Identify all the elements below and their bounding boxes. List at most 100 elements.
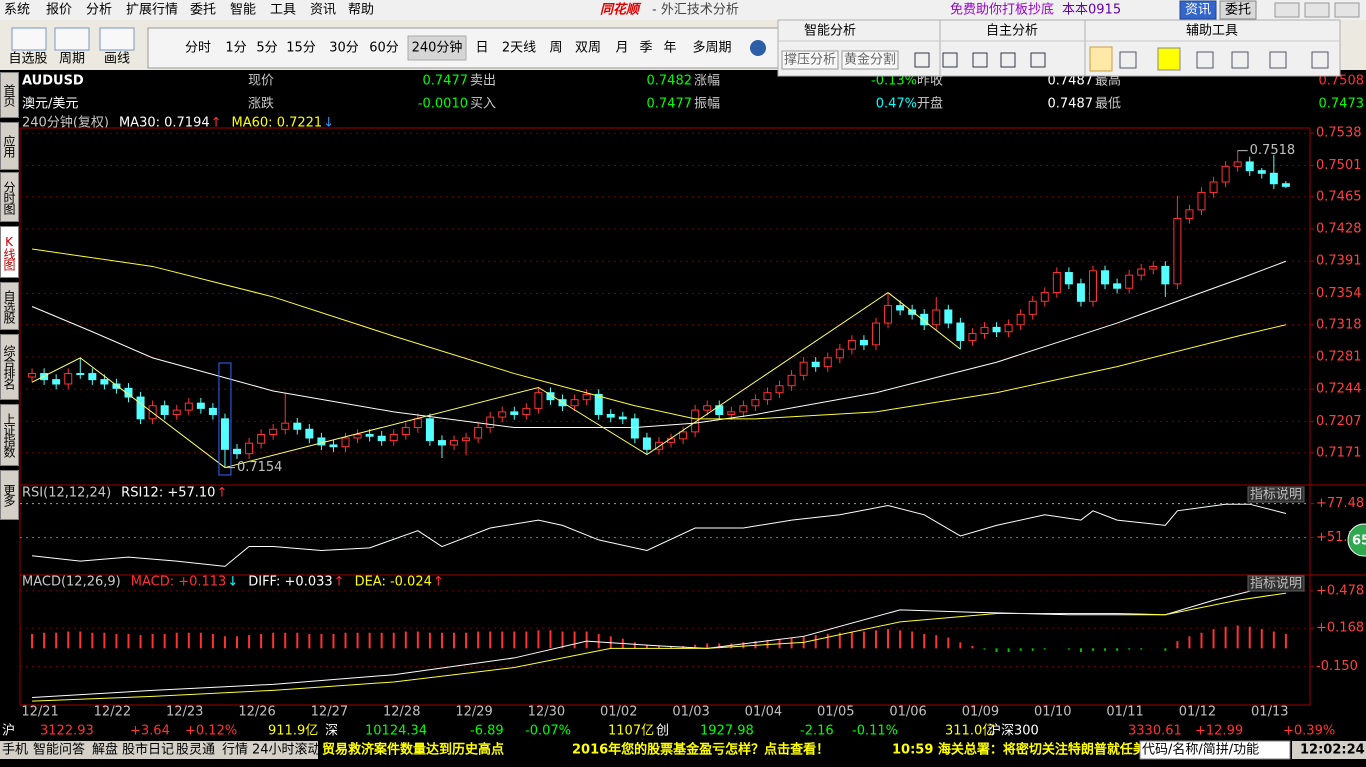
candle-body bbox=[245, 442, 254, 455]
side-tab[interactable]: 更多 bbox=[0, 470, 19, 520]
draw-tool[interactable] bbox=[1000, 52, 1016, 68]
candle-body bbox=[1076, 283, 1085, 302]
news-item[interactable]: 2016年您的股票基金盈亏怎样？点击查看！ bbox=[572, 742, 829, 758]
status-item: 沪 bbox=[2, 723, 15, 739]
window-control[interactable] bbox=[1274, 2, 1300, 18]
menu-item[interactable]: 帮助 bbox=[348, 3, 374, 18]
period-item[interactable]: 季 bbox=[639, 41, 652, 56]
top-button[interactable] bbox=[1179, 0, 1217, 20]
quote-value: 0.7473 bbox=[1319, 97, 1365, 112]
side-tab[interactable]: 应用 bbox=[0, 122, 19, 170]
menu-item[interactable]: 资讯 bbox=[310, 3, 336, 18]
menu-item[interactable]: 工具 bbox=[270, 3, 296, 18]
period-item[interactable]: 月 bbox=[615, 41, 628, 56]
window-control[interactable] bbox=[1304, 2, 1330, 18]
x-tick-label: 01/04 bbox=[745, 705, 782, 720]
period-item[interactable]: 周 bbox=[549, 41, 562, 56]
side-tab[interactable]: 首页 bbox=[0, 72, 19, 118]
tool-label[interactable]: 周期 bbox=[59, 52, 85, 67]
panel-button-label[interactable]: 撑压分析 bbox=[784, 53, 836, 68]
x-tick-label: 12/22 bbox=[94, 705, 131, 720]
period-item[interactable]: 1分 bbox=[225, 41, 246, 56]
aux-tool[interactable] bbox=[1196, 51, 1214, 69]
color-swatch[interactable] bbox=[1157, 47, 1181, 71]
window-control[interactable] bbox=[1334, 2, 1360, 18]
period-item[interactable]: 2天线 bbox=[502, 41, 536, 56]
menu-item[interactable]: 分析 bbox=[86, 3, 112, 18]
period-item[interactable]: 30分 bbox=[329, 41, 359, 56]
moving-average bbox=[31, 248, 1287, 420]
tool-icon[interactable] bbox=[99, 27, 135, 51]
quote-label: 最低 bbox=[1095, 97, 1121, 112]
candle-body bbox=[751, 399, 760, 407]
period-item[interactable]: 60分 bbox=[369, 41, 399, 56]
menu-item[interactable]: 扩展行情 bbox=[126, 3, 178, 18]
side-tab[interactable]: K线图 bbox=[0, 226, 19, 278]
menu-item[interactable]: 委托 bbox=[190, 3, 216, 18]
period-item[interactable]: 分时 bbox=[185, 41, 211, 56]
x-tick-label: 01/02 bbox=[600, 705, 637, 720]
period-item[interactable]: 多周期 bbox=[692, 40, 731, 56]
status-item: -2.16 bbox=[800, 724, 834, 739]
ticker-menu[interactable]: 智能问答 bbox=[33, 742, 85, 758]
menu-item[interactable]: 报价 bbox=[46, 3, 72, 18]
cursor-tool[interactable] bbox=[1089, 46, 1113, 72]
help-label[interactable]: 指标说明 bbox=[1250, 488, 1302, 503]
promo[interactable]: 免费助你打板抄底 bbox=[950, 2, 1054, 18]
x-tick-label: 12/23 bbox=[166, 705, 203, 720]
aux-tool[interactable] bbox=[1231, 51, 1249, 69]
period-item[interactable]: 15分 bbox=[286, 41, 316, 56]
ticker-menu[interactable]: 手机 bbox=[2, 743, 28, 758]
period-item[interactable]: 双周 bbox=[575, 41, 601, 56]
x-tick-label: 01/11 bbox=[1106, 705, 1143, 720]
panel-button[interactable] bbox=[781, 50, 839, 70]
top-button-label[interactable]: 委托 bbox=[1225, 3, 1251, 18]
ticker-menu[interactable]: 解盘 bbox=[92, 742, 118, 758]
panel-button-label[interactable]: 黄金分割 bbox=[844, 52, 896, 68]
top-button-label[interactable]: 资讯 bbox=[1185, 3, 1211, 18]
draw-tool[interactable] bbox=[914, 52, 930, 68]
side-tab[interactable]: 自选股 bbox=[0, 282, 19, 330]
period-item[interactable]: 240分钟 bbox=[412, 40, 463, 56]
help-button[interactable] bbox=[1247, 486, 1305, 503]
side-tab[interactable]: 上证指数 bbox=[0, 404, 19, 466]
period-item[interactable]: 日 bbox=[475, 41, 488, 56]
aux-tool[interactable] bbox=[1119, 51, 1137, 69]
menu-item[interactable]: 系统 bbox=[4, 3, 30, 18]
side-tab[interactable]: 分时图 bbox=[0, 172, 19, 222]
tool-label[interactable]: 自选股 bbox=[8, 52, 47, 67]
candle-body bbox=[437, 440, 446, 446]
panel-button[interactable] bbox=[841, 50, 899, 70]
candle-body bbox=[425, 418, 434, 442]
news-item[interactable]: 贸易救济案件数量达到历史高点 bbox=[322, 742, 504, 758]
panel-title: 自主分析 bbox=[986, 24, 1038, 39]
draw-tool[interactable] bbox=[1030, 52, 1046, 68]
aux-tool[interactable] bbox=[1269, 51, 1287, 69]
aux-tool[interactable] bbox=[1311, 51, 1329, 69]
candle-body bbox=[703, 405, 712, 411]
settings-icon[interactable] bbox=[750, 40, 766, 56]
period-item[interactable]: 年 bbox=[663, 41, 676, 56]
menu-item[interactable]: 智能 bbox=[230, 3, 256, 18]
tool-icon[interactable] bbox=[11, 27, 47, 51]
news-item[interactable]: 10:59 海关总署：将密切关注特朗普就任美 bbox=[892, 742, 1147, 758]
period-item[interactable]: 5分 bbox=[256, 41, 277, 56]
search-placeholder[interactable]: 代码/名称/简拼/功能 bbox=[1142, 742, 1259, 758]
top-button[interactable] bbox=[1219, 0, 1257, 20]
candle-body bbox=[980, 326, 989, 334]
candle-body bbox=[739, 405, 748, 413]
ticker-menu[interactable]: 行情 bbox=[222, 743, 248, 758]
tool-label[interactable]: 画线 bbox=[104, 52, 130, 67]
side-tab[interactable]: 综合排名 bbox=[0, 334, 19, 400]
y-tick-label: 0.7171 bbox=[1316, 445, 1362, 460]
help-button[interactable] bbox=[1247, 575, 1305, 592]
ticker-menu[interactable]: 股市日记 bbox=[122, 742, 174, 758]
search-box[interactable] bbox=[1139, 740, 1291, 760]
ticker-menu[interactable]: 股灵通 bbox=[176, 743, 215, 758]
ticker-menu[interactable]: 24小时滚动 bbox=[252, 742, 321, 758]
draw-tool[interactable] bbox=[942, 52, 958, 68]
draw-tool[interactable] bbox=[972, 52, 988, 68]
tool-icon[interactable] bbox=[54, 27, 90, 51]
candle-body bbox=[1161, 265, 1170, 285]
help-label[interactable]: 指标说明 bbox=[1250, 577, 1302, 592]
